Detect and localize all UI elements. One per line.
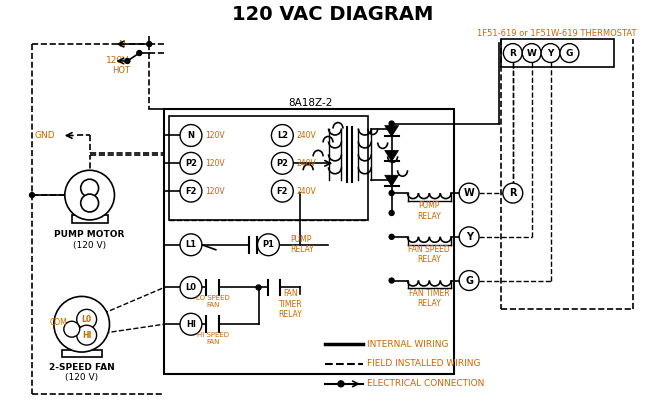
Bar: [169, 116, 368, 220]
Circle shape: [271, 153, 293, 174]
Text: W: W: [527, 49, 537, 57]
Text: COM: COM: [50, 318, 68, 327]
Text: L0: L0: [186, 283, 196, 292]
Text: GND: GND: [34, 131, 55, 140]
Circle shape: [503, 183, 523, 203]
Circle shape: [389, 210, 394, 215]
Text: 120 VAC DIAGRAM: 120 VAC DIAGRAM: [232, 5, 433, 24]
Circle shape: [271, 124, 293, 146]
Circle shape: [180, 124, 202, 146]
Text: N: N: [119, 40, 125, 49]
Circle shape: [125, 59, 130, 63]
Polygon shape: [385, 150, 399, 161]
Text: 240V: 240V: [296, 186, 316, 196]
Circle shape: [503, 44, 522, 62]
Text: W: W: [464, 188, 474, 198]
Circle shape: [180, 153, 202, 174]
Text: Y: Y: [547, 49, 553, 57]
Circle shape: [147, 41, 151, 47]
Text: 8A18Z-2: 8A18Z-2: [288, 98, 332, 108]
Circle shape: [180, 234, 202, 256]
Bar: [72, 215, 107, 223]
Text: N: N: [188, 131, 194, 140]
Circle shape: [80, 194, 98, 212]
Polygon shape: [385, 175, 399, 186]
Polygon shape: [385, 126, 399, 137]
Circle shape: [389, 234, 394, 239]
Text: L2: L2: [277, 131, 288, 140]
Text: P2: P2: [185, 159, 197, 168]
Circle shape: [137, 51, 142, 56]
Circle shape: [338, 381, 344, 387]
Text: FIELD INSTALLED WIRING: FIELD INSTALLED WIRING: [366, 360, 480, 368]
Bar: [164, 109, 454, 374]
Circle shape: [77, 309, 96, 329]
Text: 1F51-619 or 1F51W-619 THERMOSTAT: 1F51-619 or 1F51W-619 THERMOSTAT: [477, 28, 636, 38]
Circle shape: [65, 170, 115, 220]
Circle shape: [256, 285, 261, 290]
Text: R: R: [509, 49, 517, 57]
Circle shape: [389, 278, 394, 283]
Bar: [501, 39, 614, 67]
Text: HI SPEED
FAN: HI SPEED FAN: [197, 332, 229, 345]
Text: ELECTRICAL CONNECTION: ELECTRICAL CONNECTION: [366, 379, 484, 388]
Circle shape: [77, 325, 96, 345]
Circle shape: [271, 180, 293, 202]
Text: 2-SPEED FAN: 2-SPEED FAN: [49, 363, 115, 372]
Text: PUMP
RELAY: PUMP RELAY: [417, 201, 442, 221]
Circle shape: [180, 277, 202, 298]
Text: HOT: HOT: [113, 67, 131, 75]
Text: 240V: 240V: [296, 131, 316, 140]
Text: HI: HI: [186, 320, 196, 329]
Text: FAN TIMER
RELAY: FAN TIMER RELAY: [409, 289, 450, 308]
Circle shape: [459, 183, 479, 203]
Circle shape: [541, 44, 560, 62]
Text: 120V: 120V: [106, 57, 129, 65]
Circle shape: [54, 296, 109, 352]
Text: G: G: [465, 276, 473, 285]
Text: R: R: [509, 188, 517, 198]
Text: F2: F2: [277, 186, 288, 196]
Text: FAN SPEED
RELAY: FAN SPEED RELAY: [409, 245, 450, 264]
Text: 120V: 120V: [205, 131, 224, 140]
Circle shape: [389, 121, 394, 126]
Circle shape: [459, 271, 479, 290]
Circle shape: [257, 234, 279, 256]
Text: LO SPEED
FAN: LO SPEED FAN: [196, 295, 230, 308]
Circle shape: [64, 321, 80, 337]
Bar: [62, 350, 102, 357]
Text: PUMP MOTOR: PUMP MOTOR: [54, 230, 125, 239]
Text: FAN
TIMER
RELAY: FAN TIMER RELAY: [279, 290, 302, 319]
Text: 120V: 120V: [205, 159, 224, 168]
Text: INTERNAL WIRING: INTERNAL WIRING: [366, 340, 448, 349]
Circle shape: [180, 180, 202, 202]
Text: (120 V): (120 V): [65, 373, 98, 383]
Circle shape: [522, 44, 541, 62]
Text: HI: HI: [82, 331, 91, 340]
Text: P1: P1: [263, 240, 275, 249]
Text: G: G: [565, 49, 573, 57]
Text: L0: L0: [82, 315, 92, 324]
Circle shape: [459, 227, 479, 247]
Circle shape: [29, 193, 35, 198]
Circle shape: [80, 179, 98, 197]
Text: (120 V): (120 V): [73, 241, 107, 250]
Circle shape: [389, 191, 394, 196]
Text: F2: F2: [185, 186, 197, 196]
Text: P2: P2: [276, 159, 288, 168]
Text: 120V: 120V: [205, 186, 224, 196]
Text: PUMP
RELAY: PUMP RELAY: [290, 235, 314, 254]
Circle shape: [180, 313, 202, 335]
Text: 240V: 240V: [296, 159, 316, 168]
Text: L1: L1: [186, 240, 196, 249]
Circle shape: [560, 44, 579, 62]
Text: Y: Y: [466, 232, 472, 242]
